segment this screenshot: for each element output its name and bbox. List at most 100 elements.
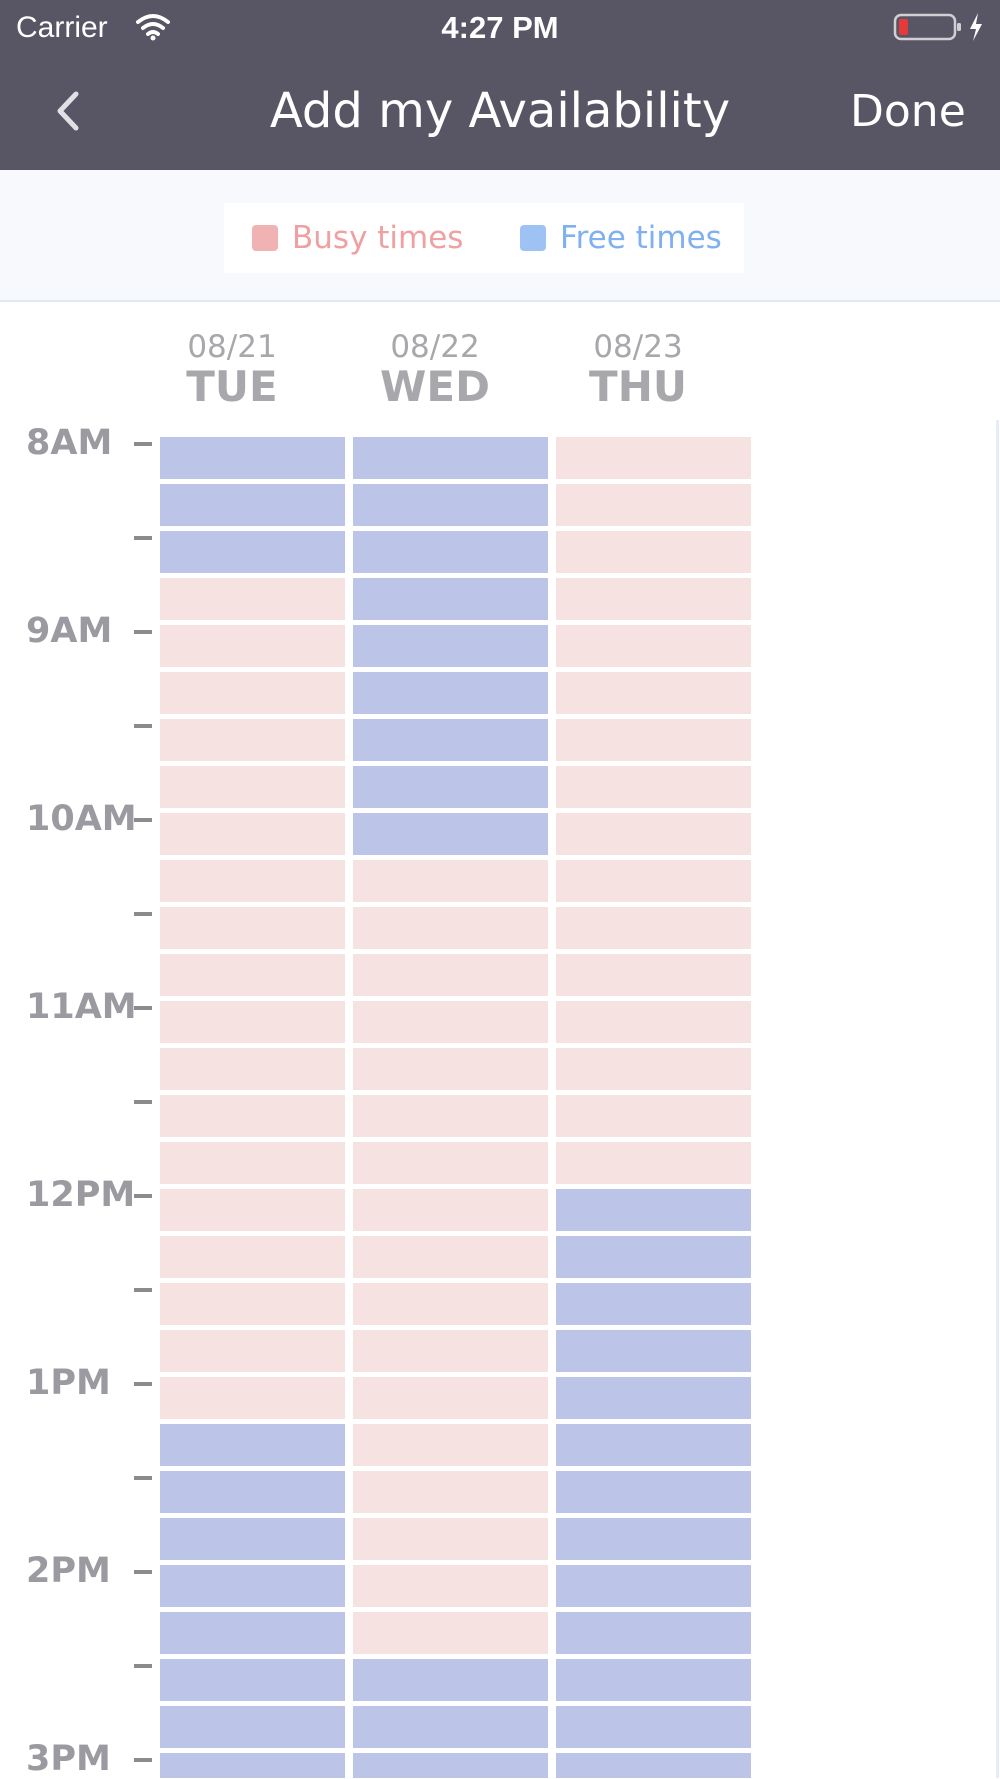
legend-free: Free times [520, 203, 722, 273]
time-slot-tue[interactable] [160, 1518, 345, 1560]
time-slot-thu[interactable] [556, 1706, 751, 1748]
time-slot-thu[interactable] [556, 1330, 751, 1372]
time-slot-tue[interactable] [160, 1283, 345, 1325]
time-slot-thu[interactable] [556, 1283, 751, 1325]
time-slot-wed[interactable] [353, 766, 548, 808]
time-slot-thu[interactable] [556, 1142, 751, 1184]
time-slot-wed[interactable] [353, 1142, 548, 1184]
time-slot-tue[interactable] [160, 1377, 345, 1419]
time-slot-wed[interactable] [353, 1189, 548, 1231]
time-slot-tue[interactable] [160, 531, 345, 573]
time-slot-tue[interactable] [160, 1142, 345, 1184]
time-tick [134, 1100, 152, 1104]
time-slot-wed[interactable] [353, 484, 548, 526]
time-slot-thu[interactable] [556, 1471, 751, 1513]
time-slot-thu[interactable] [556, 907, 751, 949]
time-slot-tue[interactable] [160, 1189, 345, 1231]
time-slot-tue[interactable] [160, 1706, 345, 1748]
time-slot-thu[interactable] [556, 1659, 751, 1701]
time-slot-wed[interactable] [353, 1612, 548, 1654]
time-slot-wed[interactable] [353, 860, 548, 902]
time-slot-tue[interactable] [160, 954, 345, 996]
time-slot-thu[interactable] [556, 719, 751, 761]
time-slot-wed[interactable] [353, 1424, 548, 1466]
time-slot-thu[interactable] [556, 578, 751, 620]
time-slot-wed[interactable] [353, 1706, 548, 1748]
time-slot-tue[interactable] [160, 578, 345, 620]
time-slot-wed[interactable] [353, 1659, 548, 1701]
time-slot-wed[interactable] [353, 437, 548, 479]
time-tick [134, 1006, 152, 1010]
time-slot-thu[interactable] [556, 437, 751, 479]
time-slot-thu[interactable] [556, 484, 751, 526]
time-slot-wed[interactable] [353, 1753, 548, 1778]
time-slot-tue[interactable] [160, 1612, 345, 1654]
time-slot-thu[interactable] [556, 1095, 751, 1137]
time-slot-tue[interactable] [160, 437, 345, 479]
time-slot-thu[interactable] [556, 625, 751, 667]
time-slot-tue[interactable] [160, 1424, 345, 1466]
time-slot-tue[interactable] [160, 860, 345, 902]
day-date: 08/22 [390, 329, 480, 365]
time-slot-tue[interactable] [160, 1659, 345, 1701]
time-tick [134, 1476, 152, 1480]
time-slot-wed[interactable] [353, 1048, 548, 1090]
time-slot-tue[interactable] [160, 1565, 345, 1607]
time-slot-wed[interactable] [353, 578, 548, 620]
done-button[interactable]: Done [850, 86, 966, 137]
wifi-icon [136, 14, 170, 41]
time-slot-thu[interactable] [556, 813, 751, 855]
clock-time: 4:27 PM [441, 10, 559, 45]
time-slot-tue[interactable] [160, 1095, 345, 1137]
time-slot-tue[interactable] [160, 1001, 345, 1043]
carrier-label: Carrier [16, 11, 108, 44]
time-slot-thu[interactable] [556, 1377, 751, 1419]
time-slot-wed[interactable] [353, 954, 548, 996]
time-slot-wed[interactable] [353, 1518, 548, 1560]
time-slot-thu[interactable] [556, 672, 751, 714]
time-slot-wed[interactable] [353, 625, 548, 667]
time-slot-wed[interactable] [353, 1330, 548, 1372]
time-slot-thu[interactable] [556, 954, 751, 996]
time-slot-tue[interactable] [160, 672, 345, 714]
time-slot-tue[interactable] [160, 1048, 345, 1090]
time-slot-tue[interactable] [160, 1753, 345, 1778]
time-slot-wed[interactable] [353, 1095, 548, 1137]
time-slot-tue[interactable] [160, 719, 345, 761]
time-slot-wed[interactable] [353, 531, 548, 573]
time-slot-thu[interactable] [556, 1753, 751, 1778]
time-slot-tue[interactable] [160, 1236, 345, 1278]
time-slot-wed[interactable] [353, 719, 548, 761]
time-slot-thu[interactable] [556, 1518, 751, 1560]
time-slot-thu[interactable] [556, 1236, 751, 1278]
time-slot-thu[interactable] [556, 1001, 751, 1043]
time-slot-thu[interactable] [556, 860, 751, 902]
time-slot-wed[interactable] [353, 1001, 548, 1043]
time-slot-wed[interactable] [353, 813, 548, 855]
time-slot-thu[interactable] [556, 1189, 751, 1231]
time-slot-tue[interactable] [160, 1330, 345, 1372]
time-slot-tue[interactable] [160, 1471, 345, 1513]
page-title: Add my Availability [269, 83, 731, 139]
time-slot-tue[interactable] [160, 766, 345, 808]
time-slot-thu[interactable] [556, 531, 751, 573]
time-slot-thu[interactable] [556, 1424, 751, 1466]
time-slot-wed[interactable] [353, 1283, 548, 1325]
time-slot-tue[interactable] [160, 907, 345, 949]
time-slot-wed[interactable] [353, 1471, 548, 1513]
time-slot-tue[interactable] [160, 813, 345, 855]
time-slot-wed[interactable] [353, 1377, 548, 1419]
time-slot-tue[interactable] [160, 484, 345, 526]
back-chevron-icon[interactable] [50, 86, 90, 136]
time-slot-wed[interactable] [353, 1565, 548, 1607]
time-slot-wed[interactable] [353, 1236, 548, 1278]
time-slot-tue[interactable] [160, 625, 345, 667]
time-slot-thu[interactable] [556, 1612, 751, 1654]
time-slot-thu[interactable] [556, 766, 751, 808]
time-slot-wed[interactable] [353, 907, 548, 949]
time-slot-wed[interactable] [353, 672, 548, 714]
legend-area: Busy times Free times [0, 170, 1000, 302]
time-slot-thu[interactable] [556, 1048, 751, 1090]
time-slot-thu[interactable] [556, 1565, 751, 1607]
time-tick [134, 1570, 152, 1574]
